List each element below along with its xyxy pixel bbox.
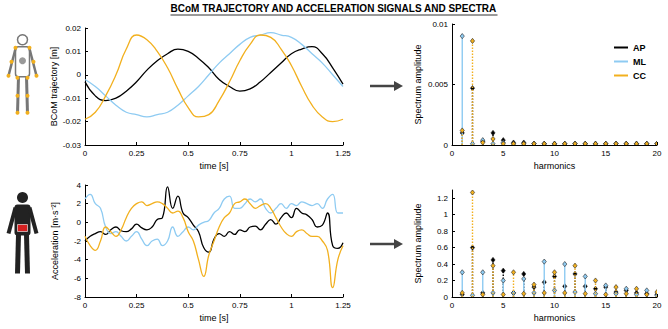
svg-text:15: 15 (601, 301, 610, 310)
svg-text:-2: -2 (74, 237, 82, 246)
svg-text:0.4: 0.4 (437, 260, 449, 269)
svg-text:0.75: 0.75 (232, 301, 248, 310)
svg-text:Acceleration [m·s⁻²]: Acceleration [m·s⁻²] (50, 202, 60, 280)
svg-text:-0.02: -0.02 (63, 117, 82, 126)
svg-text:0: 0 (83, 149, 88, 158)
svg-text:0.5: 0.5 (183, 149, 195, 158)
svg-text:1.2: 1.2 (437, 194, 449, 203)
svg-text:2: 2 (77, 199, 82, 208)
svg-text:-8: -8 (74, 293, 82, 302)
svg-text:Spectrum amplitude: Spectrum amplitude (413, 203, 423, 283)
svg-text:-6: -6 (74, 274, 82, 283)
svg-text:4: 4 (77, 181, 82, 190)
svg-text:0.8: 0.8 (437, 227, 449, 236)
svg-text:5: 5 (501, 301, 506, 310)
svg-text:0: 0 (83, 301, 88, 310)
svg-text:0: 0 (450, 149, 455, 158)
svg-text:-0.03: -0.03 (63, 141, 82, 150)
svg-text:0.6: 0.6 (437, 243, 449, 252)
svg-text:0: 0 (77, 70, 82, 79)
svg-text:time [s]: time [s] (199, 313, 228, 323)
svg-text:20: 20 (653, 301, 662, 310)
svg-text:-4: -4 (74, 255, 82, 264)
svg-text:1: 1 (289, 149, 294, 158)
svg-text:0.25: 0.25 (129, 301, 145, 310)
svg-text:BCoM trajectory [m]: BCoM trajectory [m] (49, 47, 59, 127)
svg-text:CC: CC (633, 71, 646, 81)
svg-text:1.25: 1.25 (335, 149, 351, 158)
svg-text:AP: AP (633, 43, 646, 53)
svg-text:harmonics: harmonics (534, 313, 576, 323)
svg-text:0: 0 (450, 301, 455, 310)
svg-text:0: 0 (444, 293, 449, 302)
svg-text:0.01: 0.01 (65, 47, 81, 56)
svg-text:15: 15 (601, 149, 610, 158)
svg-text:1: 1 (289, 301, 294, 310)
svg-text:harmonics: harmonics (534, 161, 576, 171)
svg-text:-0.01: -0.01 (63, 94, 82, 103)
svg-text:Spectrum amplitude: Spectrum amplitude (413, 44, 423, 124)
svg-text:BCoM TRAJECTORY AND ACCELERATI: BCoM TRAJECTORY AND ACCELERATION SIGNALS… (170, 3, 496, 14)
svg-text:0.2: 0.2 (437, 276, 449, 285)
svg-text:20: 20 (653, 149, 662, 158)
svg-text:0: 0 (77, 218, 82, 227)
svg-text:0: 0 (444, 141, 449, 150)
svg-text:5: 5 (501, 149, 506, 158)
svg-text:0.01: 0.01 (432, 20, 448, 29)
svg-text:0.5: 0.5 (183, 301, 195, 310)
svg-text:0.25: 0.25 (129, 149, 145, 158)
svg-text:0.75: 0.75 (232, 149, 248, 158)
svg-text:0.02: 0.02 (65, 24, 81, 33)
svg-text:ML: ML (633, 57, 646, 67)
svg-text:10: 10 (550, 301, 559, 310)
svg-text:1: 1 (444, 210, 449, 219)
svg-text:time [s]: time [s] (199, 161, 228, 171)
svg-text:1.25: 1.25 (335, 301, 351, 310)
svg-text:0.005: 0.005 (428, 80, 449, 89)
svg-text:10: 10 (550, 149, 559, 158)
